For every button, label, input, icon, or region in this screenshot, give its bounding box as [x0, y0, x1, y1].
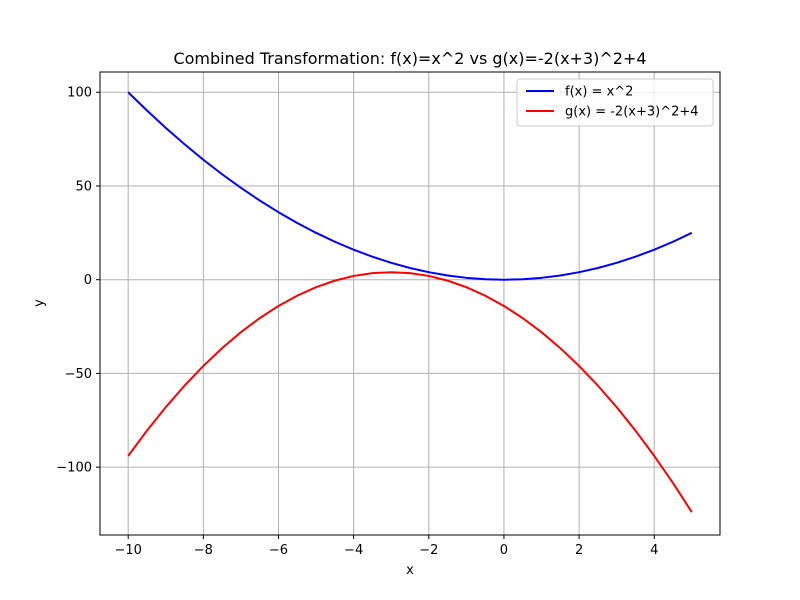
series-layer — [127, 91, 693, 513]
axis-ticks: −10 −8 −6 −4 −2 0 2 4 −100 −50 0 50 100 — [56, 86, 658, 558]
x-tick-label: −8 — [194, 543, 213, 558]
y-tick-label: 0 — [84, 273, 92, 288]
y-tick-label: 100 — [67, 86, 92, 101]
x-axis-label: x — [406, 563, 414, 578]
x-tick-label: −4 — [344, 543, 363, 558]
plot-frame — [99, 71, 721, 536]
series-line-f — [127, 91, 693, 281]
y-tick-label: 50 — [75, 179, 92, 194]
legend-label-f: f(x) = x^2 — [565, 85, 633, 100]
x-tick-label: −2 — [419, 543, 438, 558]
x-tick-label: −6 — [269, 543, 288, 558]
y-tick-label: −100 — [56, 461, 92, 476]
x-tick-label: 0 — [500, 543, 508, 558]
x-tick-label: −10 — [114, 543, 141, 558]
x-tick-label: 2 — [575, 543, 583, 558]
legend-label-g: g(x) = -2(x+3)^2+4 — [565, 105, 699, 120]
x-tick-label: 4 — [650, 543, 658, 558]
legend: f(x) = x^2 g(x) = -2(x+3)^2+4 — [516, 78, 714, 127]
y-axis-label: y — [32, 299, 47, 307]
y-tick-label: −50 — [65, 367, 92, 382]
legend-box — [516, 78, 714, 127]
chart-title: Combined Transformation: f(x)=x^2 vs g(x… — [173, 49, 646, 68]
grid-lines — [100, 72, 720, 535]
series-line-g — [127, 271, 693, 513]
